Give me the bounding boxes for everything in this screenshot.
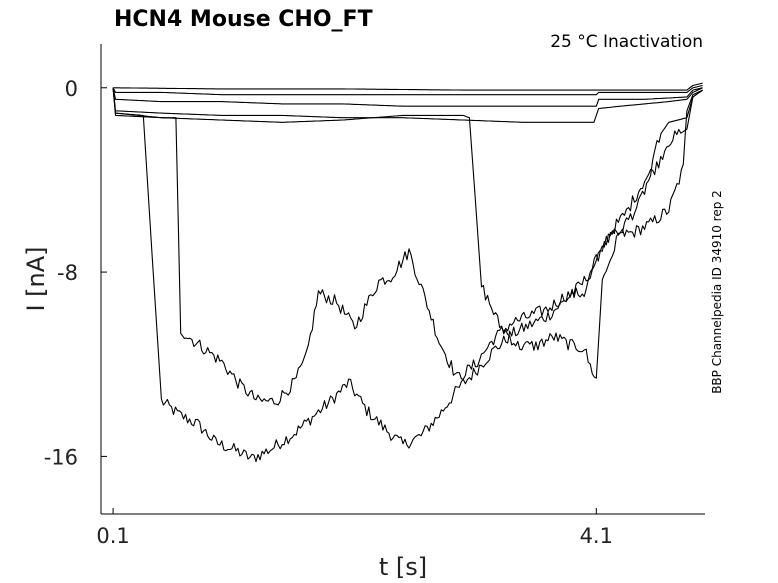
y-tick-label: -8 [57, 261, 78, 285]
current-trace-5 [112, 87, 703, 107]
x-tick-label: 4.1 [580, 524, 613, 548]
y-axis-ticks: 0 -8 -16 [44, 77, 107, 469]
chart-title: HCN4 Mouse CHO_FT [114, 7, 373, 32]
x-axis-ticks: 0.1 4.1 [96, 508, 613, 548]
x-tick-label: 0.1 [96, 524, 129, 548]
current-trace-4 [112, 87, 703, 123]
current-trace-2 [112, 87, 703, 406]
current-trace-3 [112, 87, 703, 379]
current-trace-1 [112, 87, 703, 463]
chart-subtitle: 25 °C Inactivation [550, 32, 703, 52]
current-traces [112, 82, 703, 463]
y-axis-label: I [nA] [22, 246, 50, 311]
y-tick-label: -16 [44, 445, 78, 469]
recording-id-note: BBP Channelpedia ID 34910 rep 2 [710, 190, 724, 394]
y-tick-label: 0 [65, 77, 78, 101]
current-trace-6 [112, 84, 703, 96]
current-trace-7 [113, 82, 703, 91]
x-axis-label: t [s] [379, 553, 427, 581]
